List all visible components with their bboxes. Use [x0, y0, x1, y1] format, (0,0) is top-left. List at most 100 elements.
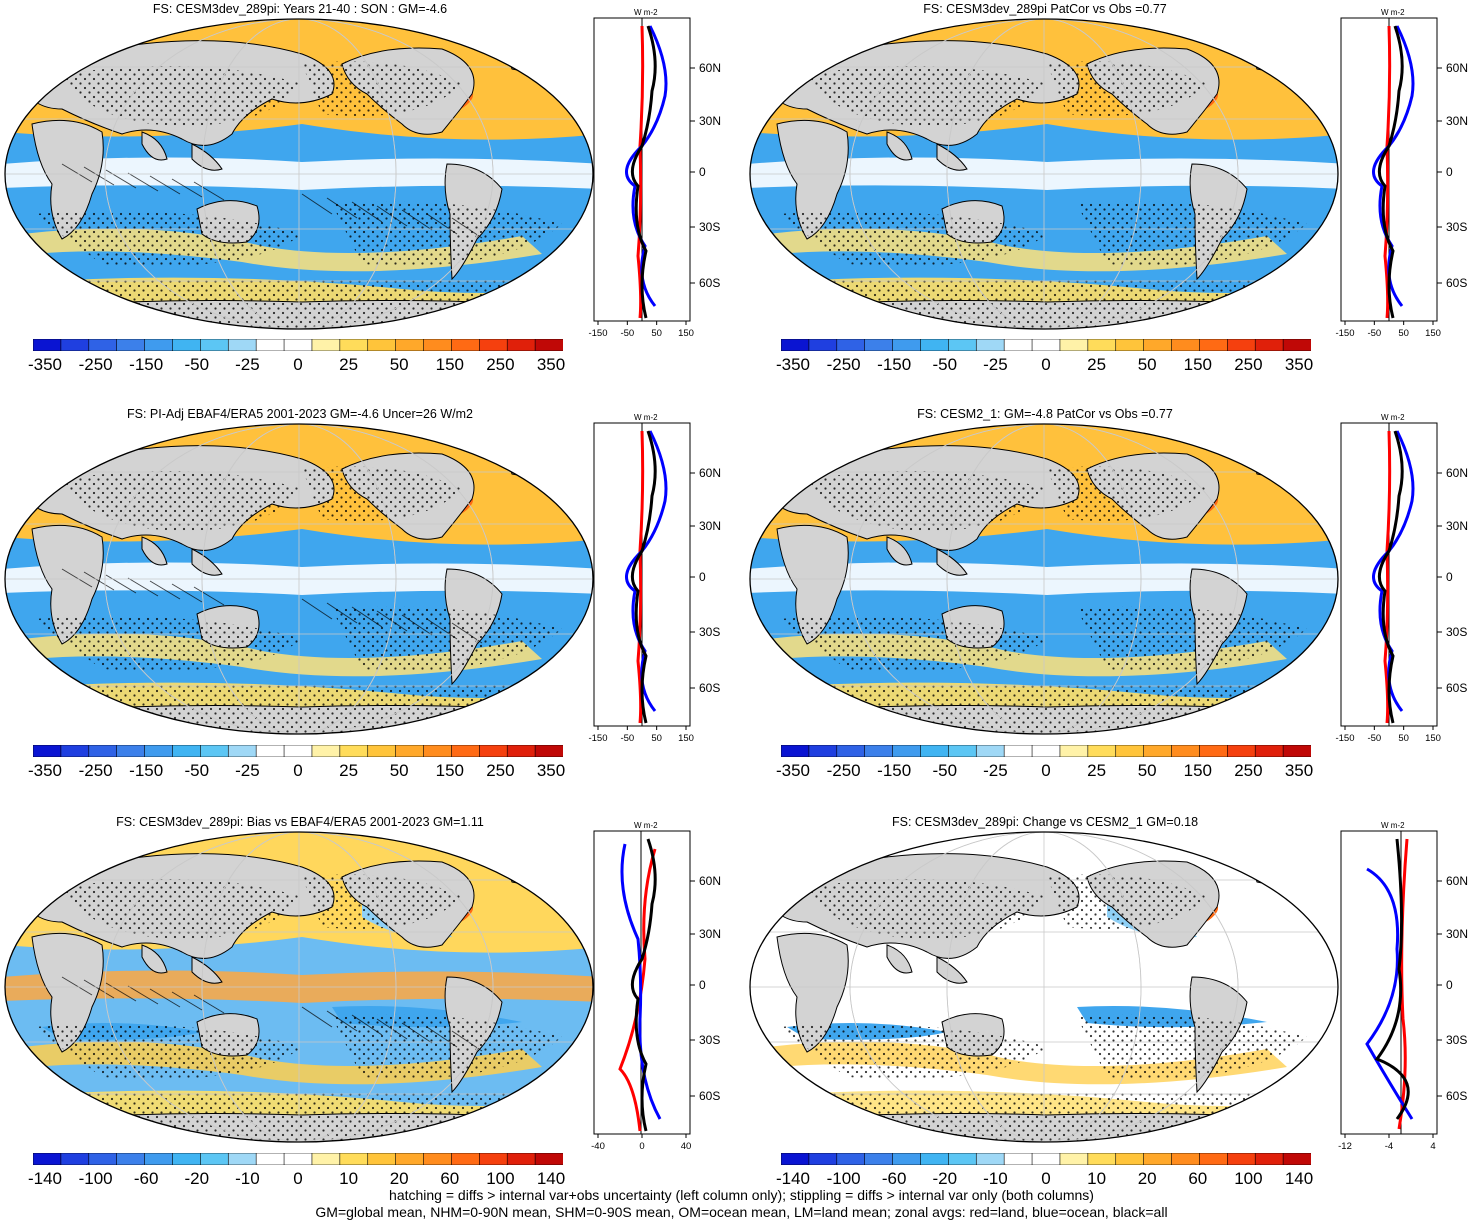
colorbar-label: -10	[983, 1169, 1008, 1188]
colorbar-label: -150	[129, 761, 164, 780]
colorbar-label: -150	[877, 355, 912, 374]
latitude-label: 0	[699, 570, 706, 584]
colorbar-swatch	[1059, 1153, 1089, 1165]
panel-middle-right: FS: CESM2_1: GM=-4.8 PatCor vs Obs =0.77…	[745, 405, 1483, 805]
latitude-label: 30S	[1446, 625, 1467, 639]
colorbar-swatch	[116, 745, 146, 757]
colorbar-label: 100	[1234, 1169, 1263, 1188]
units-label: W m-2	[634, 821, 658, 830]
colorbar-swatch	[1227, 1153, 1256, 1165]
zonal-all-curve	[1374, 838, 1410, 1120]
colorbar-label: -100	[826, 1169, 861, 1188]
colorbar-swatch	[864, 1153, 894, 1165]
colorbar-swatch	[1199, 745, 1228, 757]
colorbar-swatch	[1254, 339, 1284, 351]
colorbar-swatch	[1003, 745, 1033, 757]
latitude-label: 60N	[1446, 61, 1468, 75]
colorbar-swatch	[1087, 745, 1117, 757]
colorbar-swatch	[864, 745, 894, 757]
colorbar-label: 140	[1284, 1169, 1314, 1188]
colorbar-swatch	[451, 745, 480, 757]
colorbar-swatch	[1143, 339, 1173, 351]
zonal-mean-plot: W m-2 60N 30N 0 30S 60S -12 -4 4	[1338, 821, 1468, 1152]
colorbar-swatch	[808, 1153, 838, 1165]
colorbar-label: -250	[78, 355, 113, 374]
colorbar-label: 25	[339, 761, 359, 780]
colorbar-swatch	[1171, 1153, 1201, 1165]
zonal-mean-plot: W m-2 60N 30N 0 30S 60S -150 -50 50 150	[588, 8, 721, 339]
panel-title: FS: CESM3dev_289pi: Years 21-40 : SON : …	[152, 2, 448, 16]
colorbar-swatch	[423, 1153, 453, 1165]
colorbar-swatch	[1199, 339, 1228, 351]
zonal-mean-plot: W m-2 60N 30N 0 30S 60S -150 -50 50 150	[1335, 8, 1468, 339]
colorbar-label: 0	[1041, 355, 1051, 374]
zonal-ocean-curve	[1372, 430, 1415, 712]
colorbar-swatch	[781, 1153, 810, 1165]
x-tick-label: -12	[1338, 1141, 1352, 1152]
colorbar-swatch	[1059, 339, 1089, 351]
map-field	[750, 832, 1338, 1142]
latitude-label: 0	[699, 978, 706, 992]
colorbar-swatch	[1059, 745, 1089, 757]
x-tick-label: 150	[678, 733, 694, 744]
latitude-label: 60S	[1446, 681, 1467, 695]
units-label: W m-2	[1381, 8, 1405, 17]
colorbar-label: -350	[27, 355, 63, 374]
colorbar-swatch	[975, 1153, 1005, 1165]
x-tick-label: 150	[1425, 328, 1441, 339]
colorbar-label: -140	[775, 1169, 811, 1188]
map-field	[5, 19, 593, 329]
colorbar-label: 100	[486, 1169, 515, 1188]
colorbar-label: -250	[826, 355, 861, 374]
x-tick-label: 50	[1398, 733, 1409, 744]
map	[749, 423, 1339, 735]
latitude-label: 60S	[699, 681, 720, 695]
colorbar-label: 25	[339, 355, 359, 374]
colorbar-label: 20	[389, 1169, 409, 1188]
colorbar-label: -50	[932, 761, 958, 780]
colorbar	[781, 745, 1311, 757]
x-tick-label: 150	[1425, 733, 1441, 744]
latitude-label: 60N	[699, 466, 721, 480]
colorbar-swatch	[283, 339, 313, 351]
colorbar-swatch	[781, 745, 810, 757]
colorbar	[781, 339, 1311, 351]
zonal-land-curve	[1397, 838, 1409, 1130]
colorbar-swatch	[1227, 745, 1256, 757]
x-tick-label: 0	[639, 1141, 644, 1152]
colorbar-label: 250	[486, 761, 515, 780]
latitude-label: 0	[1446, 570, 1453, 584]
latitude-label: 60S	[699, 276, 720, 290]
colorbar-label: 150	[435, 355, 464, 374]
latitude-label: 60S	[1446, 276, 1467, 290]
panel-bottom-right: FS: CESM3dev_289pi: Change vs CESM2_1 GM…	[745, 813, 1483, 1188]
colorbar-swatch	[1031, 1153, 1061, 1165]
latitude-label: 0	[1446, 165, 1453, 179]
map-field	[750, 424, 1338, 734]
colorbar-swatch	[367, 745, 397, 757]
latitude-label: 0	[699, 165, 706, 179]
colorbar-swatch	[200, 339, 229, 351]
x-tick-label: 50	[651, 733, 662, 744]
colorbar-swatch	[1143, 745, 1173, 757]
colorbar-swatch	[33, 339, 62, 351]
latitude-label: 60S	[1446, 1089, 1467, 1103]
x-tick-label: -150	[588, 328, 607, 339]
colorbar-swatch	[479, 745, 508, 757]
zonal-ocean-curve	[620, 843, 662, 1120]
colorbar-swatch	[1254, 1153, 1284, 1165]
map-field	[5, 832, 593, 1142]
zonal-all-curve	[630, 25, 657, 319]
colorbar-swatch	[1115, 339, 1145, 351]
colorbar-label: 350	[536, 761, 566, 780]
colorbar-label: 150	[1183, 761, 1212, 780]
colorbar-swatch	[1003, 1153, 1033, 1165]
colorbar-swatch	[479, 339, 508, 351]
map	[4, 18, 594, 330]
colorbar-swatch	[200, 745, 229, 757]
colorbar-label: 0	[293, 355, 303, 374]
colorbar-label: 50	[1137, 761, 1157, 780]
latitude-label: 60N	[1446, 874, 1468, 888]
colorbar-label: 20	[1137, 1169, 1157, 1188]
latitude-label: 30N	[1446, 519, 1468, 533]
